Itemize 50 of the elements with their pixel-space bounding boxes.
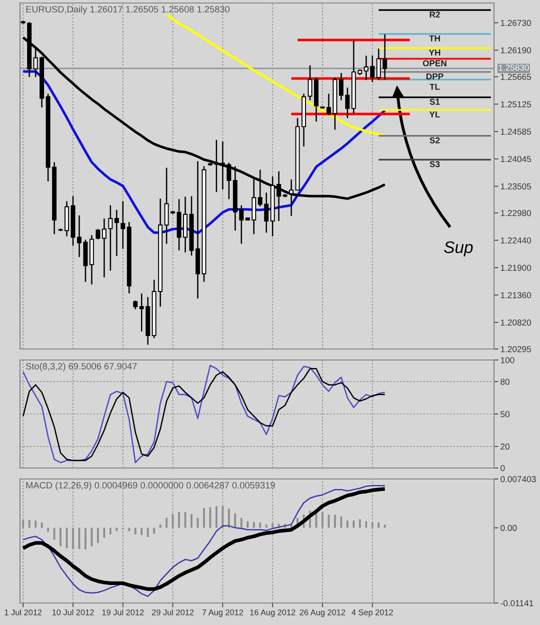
y-tick-label: 1.25665 [500, 74, 532, 80]
y-tick-label: 20 [500, 444, 510, 450]
y-tick-label: 1.24045 [500, 156, 532, 162]
x-tick-label: 26 Aug 2012 [300, 609, 346, 617]
y-tick-label: 1.20295 [500, 346, 532, 352]
y-tick-label: 1.26730 [500, 20, 532, 26]
series-label: YH [428, 50, 440, 56]
candlestick [77, 214, 82, 258]
candlestick [120, 200, 126, 250]
y-tick-label: 1.25125 [500, 101, 532, 108]
candlestick [114, 209, 119, 257]
y-tick-label: 100 [500, 357, 514, 364]
y-tick-label: 1.20820 [500, 319, 532, 326]
annotation: Sup [444, 241, 473, 256]
x-tick-label: 29 Jul 2012 [152, 609, 194, 616]
x-tick-label: 1 Jul 2012 [4, 609, 42, 616]
y-tick-label: 0.007403 [500, 476, 536, 482]
chart-title: EURUSD,Daily 1.26017 1.26505 1.25608 1.25830 [26, 6, 230, 14]
y-tick-label: 0.00 [500, 524, 517, 531]
candlestick [96, 228, 100, 240]
x-tick-label: 10 Jul 2012 [52, 609, 94, 616]
y-tick-label: 1.22980 [500, 210, 532, 216]
x-tick-label: 19 Jul 2012 [102, 609, 144, 616]
y-tick-label: -0.01141 [500, 600, 534, 606]
ref-line-label: 1.25830 [498, 64, 529, 71]
y-tick-label: 1.23505 [500, 183, 532, 190]
series-label: TL [430, 84, 440, 90]
chart-title: Sto(8,3,2) 69.5006 67.9047 [26, 362, 137, 372]
x-tick-label: 16 Aug 2012 [250, 609, 296, 617]
series-label: R2 [430, 12, 440, 18]
y-tick-label: 1.26190 [500, 47, 532, 54]
series-label: TH [429, 35, 440, 42]
y-tick-label: 1.22440 [500, 237, 532, 244]
x-tick-label: 4 Sep 2012 [352, 609, 393, 617]
series-label: S3 [430, 161, 440, 168]
y-tick-label: 1.21900 [500, 264, 532, 271]
series-label: S2 [430, 137, 440, 144]
line-series [165, 13, 386, 138]
x-tick-label: 7 Aug 2012 [202, 609, 244, 617]
series-label: DPP [426, 73, 444, 80]
y-tick-label: 50 [500, 411, 510, 418]
chart-title: MACD (12,26,9) 0.0004969 0.0000000 0.0064287 0.0059319 [26, 482, 275, 490]
y-tick-label: 1.24585 [500, 128, 532, 135]
y-tick-label: 0 [500, 465, 505, 472]
y-tick-label: 1.21360 [500, 292, 532, 298]
candlestick [308, 64, 312, 101]
series-label: YL [429, 111, 440, 118]
y-tick-label: 80 [500, 378, 510, 385]
series-label: OPEN [422, 60, 446, 66]
series-label: S1 [430, 98, 440, 105]
